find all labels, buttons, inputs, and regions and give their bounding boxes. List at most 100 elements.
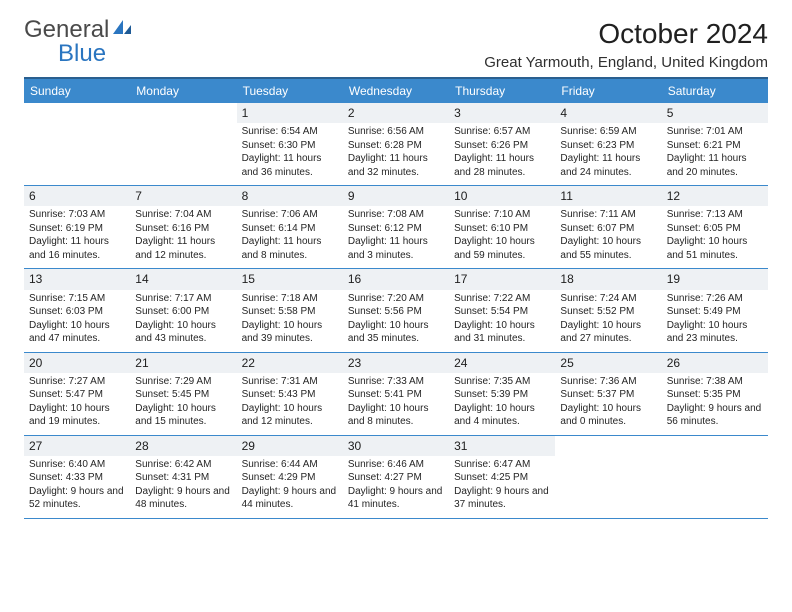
sunset-line: Sunset: 6:00 PM bbox=[135, 305, 231, 319]
calendar-table: SundayMondayTuesdayWednesdayThursdayFrid… bbox=[24, 77, 768, 519]
day-number: 11 bbox=[555, 186, 661, 206]
daylight-line: Daylight: 10 hours and 4 minutes. bbox=[454, 402, 550, 429]
sunrise-line: Sunrise: 7:17 AM bbox=[135, 292, 231, 306]
sunrise-line: Sunrise: 7:31 AM bbox=[242, 375, 338, 389]
sunset-line: Sunset: 4:25 PM bbox=[454, 471, 550, 485]
daylight-line: Daylight: 10 hours and 59 minutes. bbox=[454, 235, 550, 262]
day-cell: 4Sunrise: 6:59 AMSunset: 6:23 PMDaylight… bbox=[555, 103, 661, 186]
sunset-line: Sunset: 5:35 PM bbox=[667, 388, 763, 402]
sunset-line: Sunset: 5:49 PM bbox=[667, 305, 763, 319]
daylight-line: Daylight: 10 hours and 27 minutes. bbox=[560, 319, 656, 346]
sunrise-line: Sunrise: 7:01 AM bbox=[667, 125, 763, 139]
sunset-line: Sunset: 6:30 PM bbox=[242, 139, 338, 153]
daylight-line: Daylight: 10 hours and 39 minutes. bbox=[242, 319, 338, 346]
day-number: 26 bbox=[662, 353, 768, 373]
sunset-line: Sunset: 6:12 PM bbox=[348, 222, 444, 236]
daylight-line: Daylight: 10 hours and 43 minutes. bbox=[135, 319, 231, 346]
calendar-row: 20Sunrise: 7:27 AMSunset: 5:47 PMDayligh… bbox=[24, 352, 768, 435]
sunrise-line: Sunrise: 7:15 AM bbox=[29, 292, 125, 306]
day-number: 1 bbox=[237, 103, 343, 123]
logo-sail-icon bbox=[111, 18, 133, 41]
weekday-header: Saturday bbox=[662, 78, 768, 103]
day-cell: 17Sunrise: 7:22 AMSunset: 5:54 PMDayligh… bbox=[449, 269, 555, 352]
sunset-line: Sunset: 6:14 PM bbox=[242, 222, 338, 236]
day-number: 16 bbox=[343, 269, 449, 289]
calendar-body: 1Sunrise: 6:54 AMSunset: 6:30 PMDaylight… bbox=[24, 103, 768, 518]
day-cell: 15Sunrise: 7:18 AMSunset: 5:58 PMDayligh… bbox=[237, 269, 343, 352]
daylight-line: Daylight: 11 hours and 24 minutes. bbox=[560, 152, 656, 179]
day-number: 3 bbox=[449, 103, 555, 123]
day-cell: 19Sunrise: 7:26 AMSunset: 5:49 PMDayligh… bbox=[662, 269, 768, 352]
daylight-line: Daylight: 11 hours and 28 minutes. bbox=[454, 152, 550, 179]
sunrise-line: Sunrise: 6:57 AM bbox=[454, 125, 550, 139]
logo-text-2: Blue bbox=[58, 40, 106, 67]
month-title: October 2024 bbox=[484, 18, 768, 50]
daylight-line: Daylight: 10 hours and 0 minutes. bbox=[560, 402, 656, 429]
daylight-line: Daylight: 11 hours and 8 minutes. bbox=[242, 235, 338, 262]
sunrise-line: Sunrise: 7:04 AM bbox=[135, 208, 231, 222]
sunset-line: Sunset: 6:21 PM bbox=[667, 139, 763, 153]
sunrise-line: Sunrise: 7:13 AM bbox=[667, 208, 763, 222]
sunrise-line: Sunrise: 7:38 AM bbox=[667, 375, 763, 389]
day-cell: 21Sunrise: 7:29 AMSunset: 5:45 PMDayligh… bbox=[130, 352, 236, 435]
sunrise-line: Sunrise: 6:47 AM bbox=[454, 458, 550, 472]
calendar-row: 27Sunrise: 6:40 AMSunset: 4:33 PMDayligh… bbox=[24, 435, 768, 518]
empty-cell bbox=[555, 435, 661, 518]
day-cell: 14Sunrise: 7:17 AMSunset: 6:00 PMDayligh… bbox=[130, 269, 236, 352]
day-number: 4 bbox=[555, 103, 661, 123]
sunrise-line: Sunrise: 7:11 AM bbox=[560, 208, 656, 222]
day-number: 25 bbox=[555, 353, 661, 373]
sunrise-line: Sunrise: 6:42 AM bbox=[135, 458, 231, 472]
sunset-line: Sunset: 5:52 PM bbox=[560, 305, 656, 319]
day-number: 7 bbox=[130, 186, 236, 206]
sunrise-line: Sunrise: 7:22 AM bbox=[454, 292, 550, 306]
daylight-line: Daylight: 10 hours and 8 minutes. bbox=[348, 402, 444, 429]
day-cell: 23Sunrise: 7:33 AMSunset: 5:41 PMDayligh… bbox=[343, 352, 449, 435]
day-cell: 20Sunrise: 7:27 AMSunset: 5:47 PMDayligh… bbox=[24, 352, 130, 435]
sunrise-line: Sunrise: 6:46 AM bbox=[348, 458, 444, 472]
sunrise-line: Sunrise: 7:27 AM bbox=[29, 375, 125, 389]
day-number: 6 bbox=[24, 186, 130, 206]
sunrise-line: Sunrise: 7:36 AM bbox=[560, 375, 656, 389]
day-number: 23 bbox=[343, 353, 449, 373]
empty-cell bbox=[662, 435, 768, 518]
calendar-row: 1Sunrise: 6:54 AMSunset: 6:30 PMDaylight… bbox=[24, 103, 768, 186]
daylight-line: Daylight: 11 hours and 20 minutes. bbox=[667, 152, 763, 179]
daylight-line: Daylight: 10 hours and 35 minutes. bbox=[348, 319, 444, 346]
day-cell: 5Sunrise: 7:01 AMSunset: 6:21 PMDaylight… bbox=[662, 103, 768, 186]
day-number: 15 bbox=[237, 269, 343, 289]
daylight-line: Daylight: 10 hours and 15 minutes. bbox=[135, 402, 231, 429]
day-cell: 26Sunrise: 7:38 AMSunset: 5:35 PMDayligh… bbox=[662, 352, 768, 435]
weekday-header: Friday bbox=[555, 78, 661, 103]
title-block: October 2024 Great Yarmouth, England, Un… bbox=[484, 18, 768, 71]
calendar-row: 6Sunrise: 7:03 AMSunset: 6:19 PMDaylight… bbox=[24, 186, 768, 269]
weekday-header: Wednesday bbox=[343, 78, 449, 103]
sunrise-line: Sunrise: 7:24 AM bbox=[560, 292, 656, 306]
daylight-line: Daylight: 10 hours and 19 minutes. bbox=[29, 402, 125, 429]
daylight-line: Daylight: 9 hours and 37 minutes. bbox=[454, 485, 550, 512]
sunset-line: Sunset: 4:29 PM bbox=[242, 471, 338, 485]
daylight-line: Daylight: 9 hours and 41 minutes. bbox=[348, 485, 444, 512]
weekday-header: Sunday bbox=[24, 78, 130, 103]
day-cell: 18Sunrise: 7:24 AMSunset: 5:52 PMDayligh… bbox=[555, 269, 661, 352]
sunrise-line: Sunrise: 6:40 AM bbox=[29, 458, 125, 472]
sunset-line: Sunset: 6:23 PM bbox=[560, 139, 656, 153]
day-cell: 24Sunrise: 7:35 AMSunset: 5:39 PMDayligh… bbox=[449, 352, 555, 435]
sunset-line: Sunset: 6:05 PM bbox=[667, 222, 763, 236]
day-number: 22 bbox=[237, 353, 343, 373]
sunrise-line: Sunrise: 7:26 AM bbox=[667, 292, 763, 306]
sunset-line: Sunset: 4:27 PM bbox=[348, 471, 444, 485]
sunset-line: Sunset: 4:31 PM bbox=[135, 471, 231, 485]
sunset-line: Sunset: 5:39 PM bbox=[454, 388, 550, 402]
day-number: 10 bbox=[449, 186, 555, 206]
day-cell: 8Sunrise: 7:06 AMSunset: 6:14 PMDaylight… bbox=[237, 186, 343, 269]
sunrise-line: Sunrise: 7:29 AM bbox=[135, 375, 231, 389]
sunrise-line: Sunrise: 7:20 AM bbox=[348, 292, 444, 306]
day-cell: 30Sunrise: 6:46 AMSunset: 4:27 PMDayligh… bbox=[343, 435, 449, 518]
weekday-header-row: SundayMondayTuesdayWednesdayThursdayFrid… bbox=[24, 78, 768, 103]
empty-cell bbox=[24, 103, 130, 186]
header: General Blue October 2024 Great Yarmouth… bbox=[24, 18, 768, 71]
sunset-line: Sunset: 6:03 PM bbox=[29, 305, 125, 319]
sunrise-line: Sunrise: 7:33 AM bbox=[348, 375, 444, 389]
sunrise-line: Sunrise: 7:35 AM bbox=[454, 375, 550, 389]
